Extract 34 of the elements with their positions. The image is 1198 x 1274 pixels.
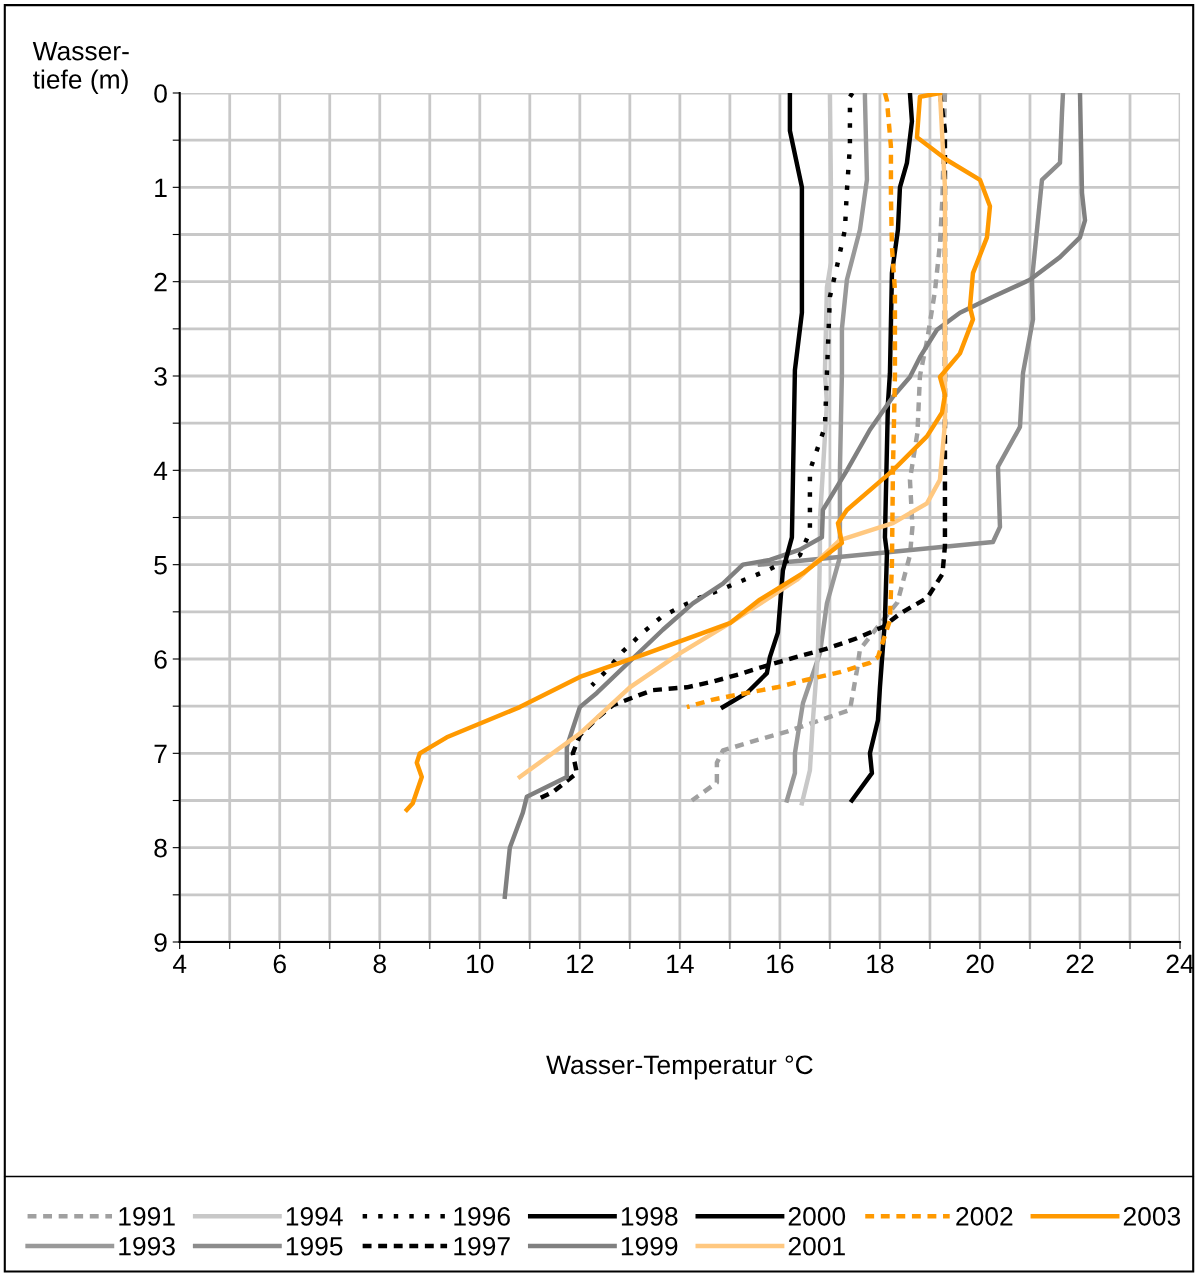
x-axis-title: Wasser-Temperatur °C	[546, 1055, 813, 1080]
legend-label: 1996	[454, 1207, 510, 1226]
y-axis-title: Wasser- tiefe (m)	[32, 41, 129, 95]
legend-label: 1994	[286, 1207, 343, 1226]
legend-label: 2001	[788, 1236, 845, 1256]
y-tick-label: 5	[154, 556, 167, 575]
y-tick-label: 9	[154, 933, 167, 952]
x-tick-label: 22	[1066, 954, 1094, 973]
legend-label: 1999	[621, 1236, 678, 1256]
x-tick-label: 18	[867, 954, 894, 974]
legend-label: 1993	[119, 1236, 175, 1256]
y-tick-label: 7	[154, 744, 167, 763]
x-tick-label: 14	[667, 954, 694, 973]
y-tick-label: 1	[155, 178, 167, 197]
x-tick-label: 6	[273, 954, 286, 974]
x-tick-label: 12	[567, 954, 594, 973]
y-tick-label: 3	[154, 367, 167, 386]
y-tick-label: 0	[154, 84, 167, 103]
legend-label: 1995	[286, 1236, 343, 1256]
legend-label: 1997	[454, 1236, 510, 1256]
legend-label: 2000	[788, 1207, 846, 1226]
x-tick-label: 20	[966, 954, 994, 974]
legend-label: 2003	[1123, 1207, 1181, 1226]
y-tick-label: 2	[154, 272, 167, 292]
y-tick-label: 4	[153, 461, 168, 480]
x-tick-label: 16	[767, 954, 794, 974]
y-tick-label: 6	[154, 650, 167, 669]
legend-label: 2002	[956, 1207, 1013, 1226]
legend-label: 1991	[119, 1207, 175, 1226]
x-tick-label: 4	[172, 954, 187, 973]
x-tick-label: 10	[467, 954, 494, 974]
legend-label: 1998	[621, 1207, 678, 1226]
y-tick-label: 8	[154, 838, 167, 858]
x-tick-label: 8	[373, 954, 386, 974]
